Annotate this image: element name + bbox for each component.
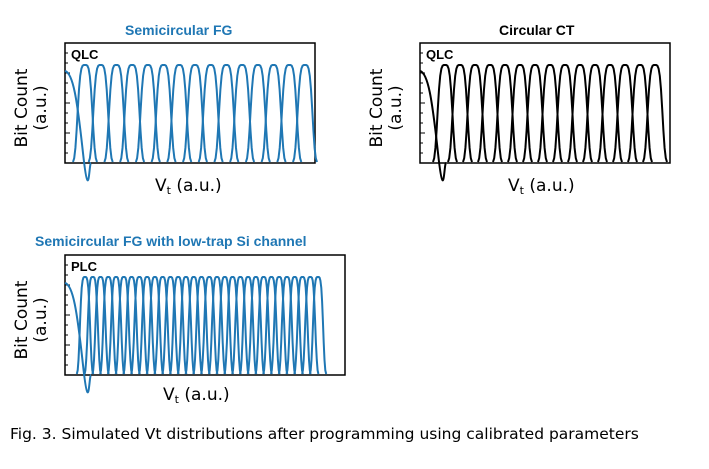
state-curve: [169, 276, 188, 375]
cell-type-tag: QLC: [426, 47, 454, 62]
cell-type-tag: QLC: [71, 47, 99, 62]
y-axis-label: Bit Count (a.u.): [12, 53, 51, 163]
chart-semicircular-fg: Semicircular FG QLC Bit Count (a.u.) Vt …: [0, 0, 340, 205]
state-curves: [64, 276, 328, 394]
x-axis-label: Vt (a.u.): [155, 176, 222, 197]
state-curve: [83, 276, 102, 375]
x-axis-label: Vt (a.u.): [163, 385, 230, 406]
erase-state-curve: [64, 282, 92, 394]
state-curves: [419, 64, 668, 182]
state-curve: [231, 276, 250, 375]
y-ticks: [65, 52, 70, 154]
state-curve: [91, 276, 110, 375]
state-curve: [161, 276, 180, 375]
x-axis-label-main: V: [163, 385, 175, 405]
state-curve: [99, 276, 118, 375]
state-curve: [262, 276, 281, 375]
figure-caption: Fig. 3. Simulated Vt distributions after…: [10, 425, 639, 443]
state-curve: [176, 276, 196, 375]
plot-area: [64, 42, 318, 182]
chart-semicircular-fg-low-trap: Semicircular FG with low-trap Si channel…: [0, 218, 380, 418]
state-curve: [292, 64, 318, 163]
state-curve: [200, 276, 219, 375]
state-curve: [642, 64, 668, 163]
y-axis-label-line1: Bit Count: [12, 68, 32, 148]
state-curve: [75, 276, 95, 375]
state-curve: [223, 276, 242, 375]
x-axis-label-tail: (a.u.): [523, 176, 575, 196]
y-axis-label: Bit Count (a.u.): [367, 53, 406, 163]
cell-type-tag: PLC: [71, 259, 97, 274]
y-axis-label-line2: (a.u.): [386, 85, 406, 131]
y-axis-label: Bit Count (a.u.): [12, 265, 51, 375]
y-axis-label-line2: (a.u.): [31, 297, 51, 343]
state-curve: [254, 276, 273, 375]
state-curve: [246, 276, 265, 375]
y-ticks: [420, 52, 425, 154]
state-curve: [308, 276, 328, 375]
state-curve: [293, 276, 312, 375]
y-axis-label-line1: Bit Count: [12, 280, 32, 360]
x-axis-label-sub: t: [519, 184, 524, 197]
state-curve: [270, 276, 289, 375]
state-curve: [114, 276, 133, 375]
state-curve: [277, 276, 297, 375]
state-curves: [64, 64, 318, 182]
x-axis-label-main: V: [155, 176, 167, 196]
x-axis-label-sub: t: [166, 184, 171, 197]
state-curve: [130, 276, 149, 375]
plot-area: [419, 42, 671, 182]
state-curve: [138, 276, 157, 375]
plot-frame: [64, 42, 316, 164]
state-curve: [285, 276, 304, 375]
chart-circular-ct: Circular CT QLC Bit Count (a.u.) Vt (a.u…: [355, 0, 695, 205]
erase-state-curve: [64, 70, 92, 182]
y-axis-label-line1: Bit Count: [367, 68, 387, 148]
state-curve: [192, 276, 211, 375]
y-axis-label-line2: (a.u.): [31, 85, 51, 131]
chart-title: Semicircular FG with low-trap Si channel: [35, 233, 307, 249]
state-curve: [207, 276, 227, 375]
state-curve: [238, 276, 258, 375]
state-curve: [184, 276, 203, 375]
x-axis-label-tail: (a.u.): [170, 176, 222, 196]
chart-title: Circular CT: [499, 22, 575, 38]
state-curve: [301, 276, 320, 375]
state-curve: [106, 276, 126, 375]
state-curve: [145, 276, 165, 375]
state-curve: [215, 276, 234, 375]
x-axis-label: Vt (a.u.): [508, 176, 575, 197]
x-axis-label-tail: (a.u.): [178, 385, 230, 405]
state-curve: [153, 276, 172, 375]
x-axis-label-sub: t: [174, 393, 179, 406]
chart-title: Semicircular FG: [125, 22, 233, 38]
erase-state-curve: [419, 70, 447, 182]
x-axis-label-main: V: [508, 176, 520, 196]
plot-area: [64, 254, 346, 394]
state-curve: [122, 276, 141, 375]
